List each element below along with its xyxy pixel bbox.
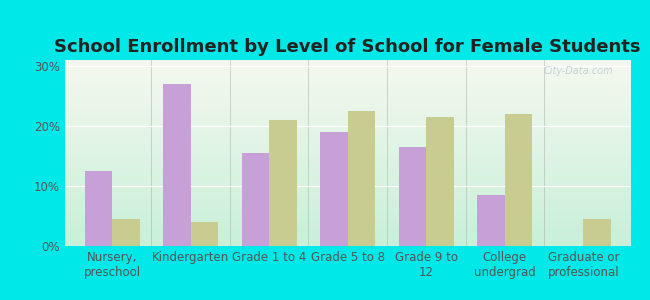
Bar xyxy=(505,114,532,246)
Bar xyxy=(163,84,190,246)
Bar xyxy=(584,219,611,246)
Bar xyxy=(320,132,348,246)
Text: City-Data.com: City-Data.com xyxy=(544,66,614,76)
Bar xyxy=(399,147,426,246)
Bar xyxy=(269,120,296,246)
Bar xyxy=(112,219,140,246)
Bar xyxy=(84,171,112,246)
Bar xyxy=(190,222,218,246)
Bar xyxy=(242,153,269,246)
Title: School Enrollment by Level of School for Female Students: School Enrollment by Level of School for… xyxy=(55,38,641,56)
Bar xyxy=(477,195,505,246)
Bar xyxy=(348,111,375,246)
Bar xyxy=(426,117,454,246)
